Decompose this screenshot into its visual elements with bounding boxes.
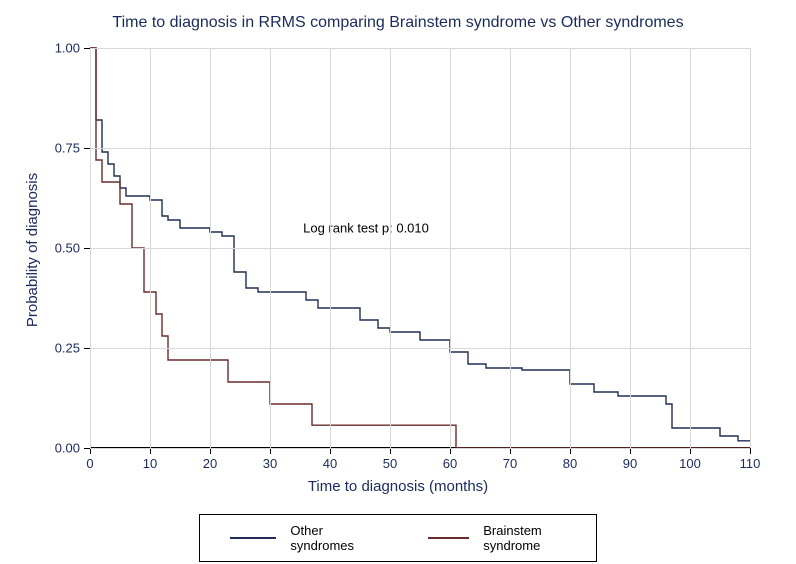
legend-item: Other syndromes: [230, 523, 368, 553]
series-other-syndromes: [90, 48, 750, 441]
grid-line-h: [90, 348, 750, 349]
x-tick-label: 20: [203, 456, 217, 471]
chart-title: Time to diagnosis in RRMS comparing Brai…: [112, 14, 683, 32]
x-tick-label: 10: [143, 456, 157, 471]
y-tick: [84, 348, 90, 349]
x-tick-label: 100: [679, 456, 701, 471]
x-tick-label: 30: [263, 456, 277, 471]
y-tick: [84, 48, 90, 49]
x-tick-label: 90: [623, 456, 637, 471]
legend: Other syndromes Brainstem syndrome: [199, 514, 597, 562]
grid-line-h: [90, 448, 750, 449]
x-tick-label: 110: [740, 456, 761, 471]
legend-swatch: [230, 537, 276, 539]
x-tick-label: 0: [86, 456, 93, 471]
x-tick-label: 80: [563, 456, 577, 471]
y-tick-label: 0.75: [55, 141, 80, 156]
grid-line-h: [90, 148, 750, 149]
km-chart: Time to diagnosis in RRMS comparing Brai…: [0, 0, 796, 564]
legend-label: Brainstem syndrome: [483, 523, 566, 553]
x-axis-label: Time to diagnosis (months): [308, 478, 488, 495]
x-tick-label: 50: [383, 456, 397, 471]
x-tick-label: 70: [503, 456, 517, 471]
y-tick-label: 1.00: [55, 41, 80, 56]
y-tick-label: 0.50: [55, 241, 80, 256]
grid-line-h: [90, 48, 750, 49]
y-axis-label: Probability of diagnosis: [24, 173, 41, 327]
x-tick-label: 60: [443, 456, 457, 471]
y-tick-label: 0.00: [55, 441, 80, 456]
x-tick: [750, 448, 751, 454]
y-tick-label: 0.25: [55, 341, 80, 356]
y-tick: [84, 248, 90, 249]
y-tick: [84, 148, 90, 149]
legend-swatch: [428, 537, 470, 539]
plot-area: Log rank test p: 0.010 01020304050607080…: [90, 48, 750, 448]
y-tick: [84, 448, 90, 449]
logrank-annotation: Log rank test p: 0.010: [303, 221, 429, 236]
legend-item: Brainstem syndrome: [428, 523, 566, 553]
grid-line-h: [90, 248, 750, 249]
legend-label: Other syndromes: [290, 523, 367, 553]
grid-line-v: [750, 48, 751, 448]
x-tick-label: 40: [323, 456, 337, 471]
